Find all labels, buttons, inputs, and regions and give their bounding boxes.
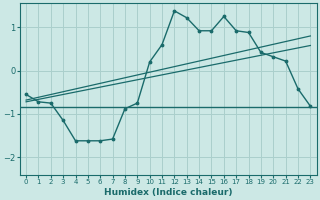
X-axis label: Humidex (Indice chaleur): Humidex (Indice chaleur) <box>104 188 232 197</box>
